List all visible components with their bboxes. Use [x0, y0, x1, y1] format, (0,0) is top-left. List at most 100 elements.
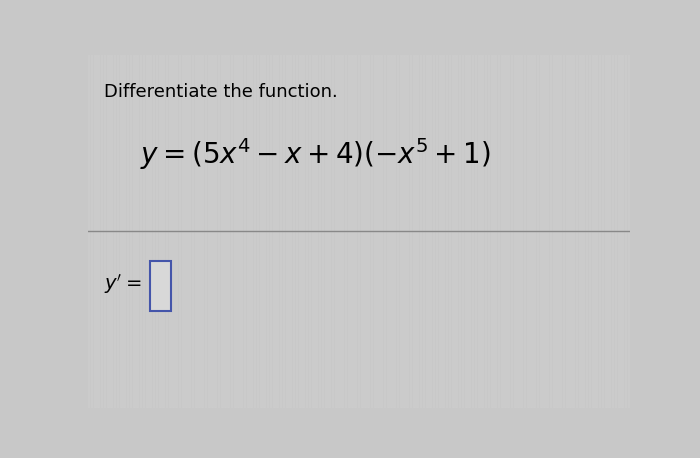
Bar: [491, 55, 493, 408]
Text: $y = \left(5x^{4}-x+4\right)\left(-x^{5}+1\right)$: $y = \left(5x^{4}-x+4\right)\left(-x^{5}…: [140, 136, 491, 172]
Bar: [107, 55, 108, 408]
Bar: [176, 55, 177, 408]
Bar: [302, 55, 304, 408]
Bar: [381, 55, 382, 408]
Bar: [628, 55, 629, 408]
Bar: [338, 55, 339, 408]
Bar: [508, 55, 509, 408]
Bar: [452, 55, 454, 408]
Bar: [618, 55, 620, 408]
Text: $y' =$: $y' =$: [104, 272, 141, 296]
Bar: [436, 55, 438, 408]
Bar: [397, 55, 398, 408]
Bar: [139, 55, 141, 408]
FancyBboxPatch shape: [150, 261, 171, 311]
Bar: [328, 55, 330, 408]
Bar: [348, 55, 349, 408]
Bar: [612, 55, 613, 408]
Bar: [251, 55, 252, 408]
Bar: [153, 55, 154, 408]
Bar: [622, 55, 623, 408]
Bar: [530, 55, 532, 408]
Bar: [361, 55, 363, 408]
Bar: [598, 55, 600, 408]
Bar: [344, 55, 346, 408]
Bar: [458, 55, 460, 408]
Bar: [204, 55, 206, 408]
Bar: [202, 55, 203, 408]
Bar: [602, 55, 603, 408]
Bar: [208, 55, 209, 408]
Bar: [244, 55, 246, 408]
Bar: [439, 55, 441, 408]
Bar: [270, 55, 272, 408]
Bar: [390, 55, 392, 408]
Bar: [582, 55, 584, 408]
Bar: [276, 55, 278, 408]
Bar: [358, 55, 359, 408]
Bar: [299, 55, 301, 408]
Bar: [482, 55, 483, 408]
Bar: [511, 55, 512, 408]
Bar: [94, 55, 96, 408]
Bar: [419, 55, 421, 408]
Bar: [306, 55, 307, 408]
Bar: [296, 55, 297, 408]
Bar: [569, 55, 571, 408]
Bar: [462, 55, 463, 408]
Bar: [351, 55, 353, 408]
Bar: [286, 55, 288, 408]
Bar: [325, 55, 327, 408]
Bar: [342, 55, 343, 408]
Bar: [279, 55, 281, 408]
Bar: [573, 55, 574, 408]
Bar: [253, 55, 255, 408]
Bar: [312, 55, 314, 408]
Bar: [169, 55, 171, 408]
Bar: [97, 55, 99, 408]
Bar: [553, 55, 554, 408]
Bar: [364, 55, 366, 408]
Bar: [283, 55, 284, 408]
Bar: [514, 55, 515, 408]
Bar: [624, 55, 626, 408]
Bar: [130, 55, 132, 408]
Bar: [221, 55, 223, 408]
Bar: [127, 55, 128, 408]
Bar: [192, 55, 193, 408]
Bar: [263, 55, 265, 408]
Bar: [293, 55, 294, 408]
Bar: [400, 55, 402, 408]
Bar: [374, 55, 376, 408]
Bar: [403, 55, 405, 408]
Bar: [504, 55, 506, 408]
Bar: [149, 55, 151, 408]
Bar: [442, 55, 444, 408]
Bar: [446, 55, 447, 408]
Bar: [315, 55, 317, 408]
Bar: [371, 55, 372, 408]
Bar: [465, 55, 467, 408]
Bar: [241, 55, 242, 408]
Bar: [478, 55, 480, 408]
Bar: [231, 55, 232, 408]
Bar: [605, 55, 607, 408]
Bar: [354, 55, 356, 408]
Bar: [416, 55, 418, 408]
Bar: [289, 55, 291, 408]
Bar: [188, 55, 190, 408]
Bar: [117, 55, 118, 408]
Bar: [218, 55, 219, 408]
Bar: [501, 55, 503, 408]
Bar: [488, 55, 489, 408]
Bar: [589, 55, 590, 408]
Bar: [120, 55, 122, 408]
Bar: [172, 55, 174, 408]
Bar: [608, 55, 610, 408]
Bar: [384, 55, 385, 408]
Bar: [547, 55, 548, 408]
Bar: [537, 55, 538, 408]
Bar: [475, 55, 477, 408]
Bar: [484, 55, 486, 408]
Bar: [595, 55, 597, 408]
